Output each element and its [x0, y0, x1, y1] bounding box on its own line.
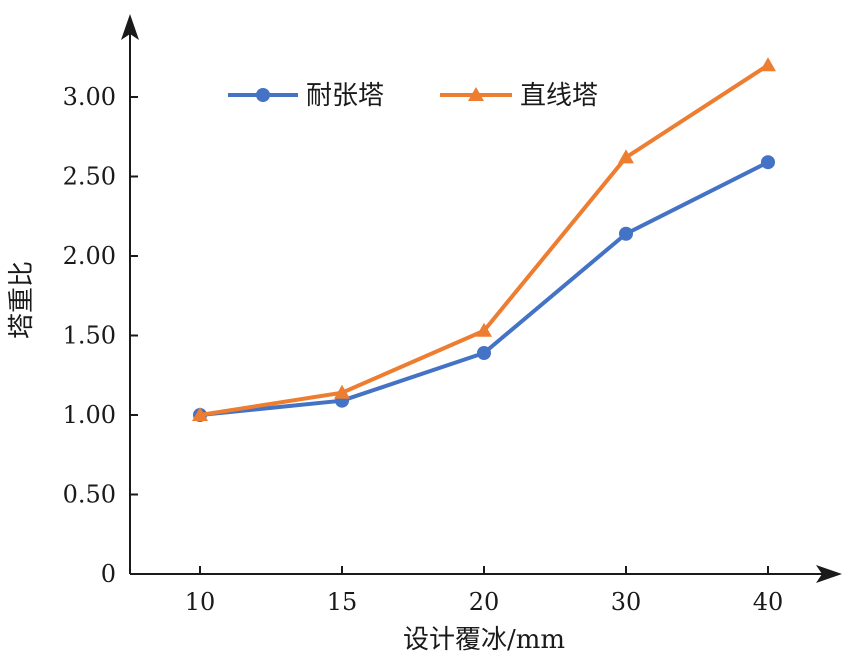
- x-tick-label-0: 10: [185, 588, 216, 616]
- series-line-0: [199, 160, 769, 417]
- legend-marker-1: [468, 87, 484, 101]
- y-tick-label-6: 3.00: [63, 83, 116, 111]
- x-axis-arrow: [816, 565, 842, 583]
- y-tick-label-2: 1.00: [63, 401, 116, 429]
- series-1-point-0: [192, 407, 208, 421]
- legend-item-1: 直线塔: [440, 81, 598, 111]
- legend-label-0: 耐张塔: [306, 81, 384, 111]
- y-axis-title: 塔重比: [7, 261, 37, 339]
- series-0-point-2: [477, 345, 491, 360]
- x-tick-label-4: 40: [753, 588, 784, 616]
- x-tick-label-2: 20: [469, 588, 500, 616]
- y-tick-label-1: 0.50: [63, 481, 116, 509]
- x-tick-label-3: 30: [611, 588, 642, 616]
- y-ticks: 0 0.50 1.00 1.50 2.00 2.50 3.00: [63, 83, 138, 588]
- y-tick-label-3: 1.50: [63, 322, 116, 350]
- series-1-point-4: [760, 57, 776, 72]
- x-axis-title: 设计覆冰/mm: [403, 625, 565, 655]
- x-ticks: 10 15 20 30 40: [185, 566, 784, 616]
- series-line-1: [199, 63, 770, 417]
- series-layer: [192, 57, 776, 422]
- series-1-point-3: [618, 149, 634, 164]
- legend-label-1: 直线塔: [520, 81, 598, 111]
- legend: 耐张塔 直线塔: [228, 81, 598, 111]
- y-axis-arrow: [121, 14, 139, 40]
- y-tick-label-0: 0: [101, 560, 116, 588]
- series-1-point-1: [334, 384, 350, 399]
- legend-item-0: 耐张塔: [228, 81, 384, 111]
- series-0-point-3: [619, 226, 633, 241]
- legend-marker-0: [256, 88, 270, 102]
- x-tick-label-1: 15: [327, 588, 358, 616]
- y-tick-label-5: 2.50: [63, 163, 116, 191]
- series-0-point-4: [761, 155, 775, 170]
- series-1-point-2: [476, 322, 492, 337]
- y-tick-label-4: 2.00: [63, 242, 116, 270]
